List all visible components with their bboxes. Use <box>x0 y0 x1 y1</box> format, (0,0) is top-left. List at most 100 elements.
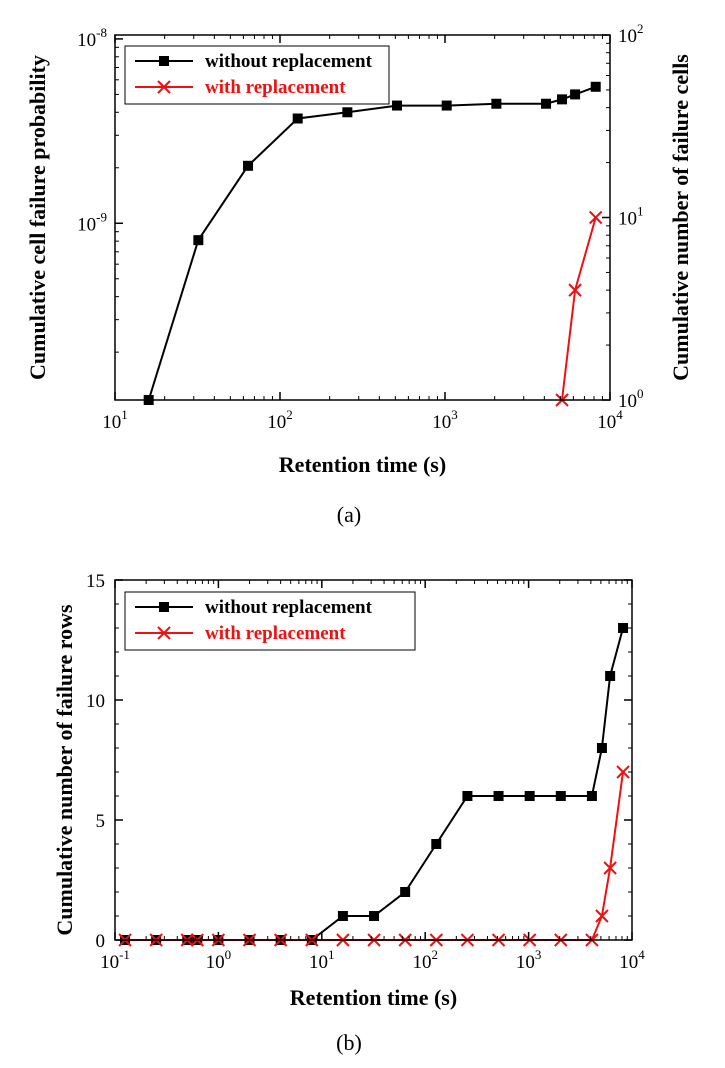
panel-b-series-0-point-10 <box>400 887 411 897</box>
panel-b-series-0-point-18 <box>605 671 616 681</box>
panel-a-y-tick-label-0-base: 10 <box>77 30 96 51</box>
panel-a-series-0-point-9 <box>557 94 568 105</box>
panel-b-plot-frame <box>114 579 633 941</box>
panel-b-y-axis-title: Cumulative number of failure rows <box>52 604 77 936</box>
panel-a-y2-tick-label-1-exp: 1 <box>637 204 644 219</box>
panel-b-legend-label-0: without replacement <box>205 597 373 618</box>
panel-a-y2-tick-label-0-base: 10 <box>618 26 637 47</box>
panel-a-legend-label-1: with replacement <box>205 77 346 98</box>
panel-a-series-1-point-1-stroke-b <box>568 283 582 297</box>
panel-a-x-tick-label-3-base: 10 <box>597 412 616 433</box>
panel-a-series-1-point-2-stroke-b <box>589 210 603 225</box>
panel-a-y2-tick-label-0: 102 <box>618 21 644 47</box>
panel-b-y-tick-label-0: 0 <box>96 931 106 952</box>
panel-a-legend-box <box>124 45 390 105</box>
panel-a-legend-label-0: without replacement <box>205 51 373 72</box>
panel-a-x-tick-label-2-base: 10 <box>432 412 451 433</box>
panel-a-series-0-point-8 <box>541 98 552 109</box>
panel-b-legend-label-1: with replacement <box>205 623 346 644</box>
panel-b-series-1-point-19 <box>616 765 630 779</box>
panel-a-x-tick-label-3: 104 <box>597 407 623 433</box>
panel-a-y2-tick-label-2: 100 <box>618 386 644 412</box>
panel-a-y-tick-label-1: 10-9 <box>77 209 107 235</box>
panel-a-series-0-point-10 <box>570 89 581 100</box>
panel-a-y2-tick-label-1: 101 <box>618 204 644 230</box>
panel-a-series-0-line <box>147 85 597 401</box>
panel-a-y2-tick-label-1-base: 10 <box>618 209 637 230</box>
panel-b-x-tick-label-1: 100 <box>206 947 232 973</box>
panel-b-series-0-point-17 <box>596 743 607 753</box>
panel-a-x-tick-label-0: 101 <box>102 407 128 433</box>
panel-b-legend-marker-0 <box>159 602 169 612</box>
panel-a-x-tick-label-0-base: 10 <box>102 412 121 433</box>
panel-a-series-0-point-6 <box>441 100 452 111</box>
panel-b-x-tick-label-3-base: 10 <box>412 952 431 973</box>
panel-a-legend-marker-0 <box>159 56 169 66</box>
panel-a-series-1-point-1 <box>568 283 582 297</box>
panel-a-y2-tick-label-0-exp: 2 <box>637 21 644 36</box>
panel-b-series-0-point-14 <box>524 791 535 801</box>
panel-b-x-tick-label-3-exp: 2 <box>431 947 438 962</box>
panel-a-y2-tick-label-2-exp: 0 <box>637 386 644 401</box>
panel-b-series-1-point-18-stroke-b <box>603 861 617 875</box>
panel-b-series-1-point-17-stroke-b <box>595 909 609 923</box>
panel-b-series-0-point-15 <box>555 791 566 801</box>
panel-b-series-0-point-19 <box>618 623 629 633</box>
panel-b-legend-marker-1-stroke-b <box>157 626 171 640</box>
panel-a-y-tick-label-0: 10-8 <box>77 25 107 51</box>
panel-a-x-tick-label-2: 103 <box>432 407 458 433</box>
panel-a-x-tick-label-1-base: 10 <box>267 412 286 433</box>
panel-b-x-tick-label-2: 101 <box>309 947 335 973</box>
panel-b-x-tick-label-3: 102 <box>412 947 438 973</box>
panel-a-y2-tick-label-2-base: 10 <box>618 391 637 412</box>
panel-a-y2-axis-title: Cumulative number of failure cells <box>668 54 693 381</box>
panel-b-x-tick-label-5-base: 10 <box>619 952 638 973</box>
panel-b-y-tick-label-2: 10 <box>86 691 105 712</box>
panel-b-legend-marker-1 <box>157 626 171 640</box>
panel-a-x-tick-label-2-exp: 3 <box>451 407 458 422</box>
panel-b-y-tick-label-1: 5 <box>96 811 106 832</box>
panel-b-y-tick-label-3: 15 <box>86 571 105 592</box>
panel-a-series-0-point-1 <box>193 235 204 246</box>
panel-b-series-layer <box>118 623 630 947</box>
panel-a-x-tick-label-0-exp: 1 <box>121 407 128 422</box>
panel-a-y-axis-title: Cumulative cell failure probability <box>25 55 50 380</box>
panel-b-x-tick-label-5-exp: 4 <box>638 947 645 962</box>
panel-b-x-tick-label-4: 103 <box>516 947 542 973</box>
panel-a-series-1-point-2 <box>589 210 603 225</box>
panel-b-x-tick-label-2-exp: 1 <box>328 947 335 962</box>
panel-b-x-tick-label-4-base: 10 <box>516 952 535 973</box>
panel-b-x-tick-label-5: 104 <box>619 947 645 973</box>
panel-a-series-0-point-2 <box>243 160 254 171</box>
panel-b-x-tick-label-1-base: 10 <box>206 952 225 973</box>
panel-b-series-1-point-18 <box>603 861 617 875</box>
panel-b-x-tick-label-0-exp: -1 <box>119 947 130 962</box>
panel-b-series-0-point-13 <box>493 791 504 801</box>
panel-a-series-0-point-11 <box>590 81 601 92</box>
panel-b-legend: without replacement with replacement <box>124 591 416 651</box>
panel-b-caption: (b) <box>336 1030 362 1055</box>
panel-b-series-0-line <box>125 627 624 941</box>
panel-a-y-tick-label-1-exp: -9 <box>96 209 107 224</box>
panel-a-x-tick-label-1: 102 <box>267 407 293 433</box>
panel-b-series-0-point-8 <box>337 911 348 921</box>
panel-a-y-tick-label-0-exp: -8 <box>96 25 107 40</box>
panel-b-series-0-point-16 <box>586 791 597 801</box>
panel-a-legend-marker-1 <box>157 80 171 94</box>
panel-a-x-axis-title: Retention time (s) <box>279 452 446 477</box>
panel-b-x-tick-label-4-exp: 3 <box>535 947 542 962</box>
panel-b-x-tick-label-0-base: 10 <box>100 952 119 973</box>
panel-a-x-tick-label-3-exp: 4 <box>616 407 623 422</box>
panel-b-series-1-point-17 <box>595 909 609 923</box>
panel-b-series-1-point-19-stroke-b <box>616 765 630 779</box>
panel-a-series-0-point-7 <box>491 98 502 109</box>
panel-a-x-tick-label-1-exp: 2 <box>286 407 293 422</box>
panel-b-x-tick-label-1-exp: 0 <box>225 947 232 962</box>
panel-b-x-tick-label-0: 10-1 <box>100 947 130 973</box>
panel-a-series-0-point-5 <box>392 100 403 111</box>
panel-a-caption: (a) <box>337 502 361 527</box>
